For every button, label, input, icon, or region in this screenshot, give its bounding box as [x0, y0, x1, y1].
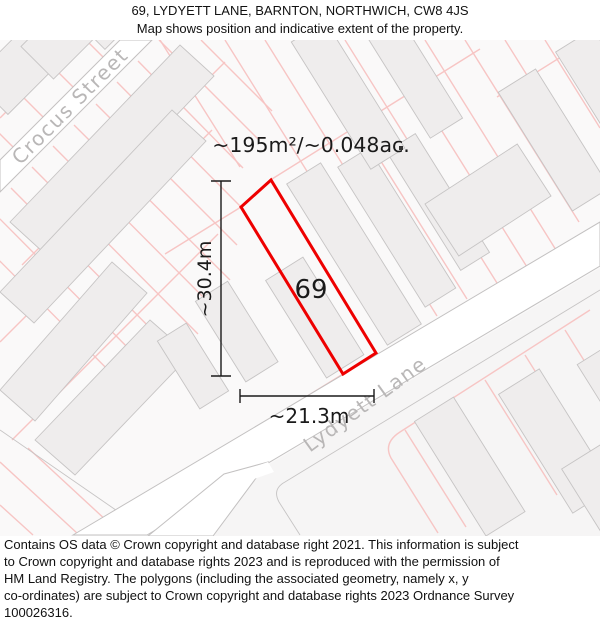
road-junction-patch — [225, 462, 274, 487]
road-crocus-street — [0, 39, 154, 193]
footer-line: Contains OS data © Crown copyright and d… — [4, 537, 519, 552]
survey-point-marker — [399, 146, 403, 150]
page-subtitle: Map shows position and indicative extent… — [136, 21, 464, 36]
width-dimension-line — [239, 389, 375, 403]
width-dimension-label: ~21.3m — [269, 404, 350, 428]
property-outline — [239, 177, 379, 377]
height-dimension-label: ~30.4m — [194, 241, 216, 318]
plot-number-label: 69 — [294, 275, 327, 305]
height-dimension-line — [211, 180, 231, 377]
header: 69, LYDYETT LANE, BARNTON, NORTHWICH, CW… — [0, 2, 600, 38]
page-title: 69, LYDYETT LANE, BARNTON, NORTHWICH, CW… — [131, 3, 469, 18]
map-svg: Crocus Street Lydyett Lane 69 ~195m²/~0.… — [0, 0, 600, 546]
roads — [0, 39, 600, 537]
area-label: ~195m²/~0.048ac. — [212, 133, 410, 157]
footer-line: HM Land Registry. The polygons (includin… — [4, 571, 469, 586]
footer-line: co-ordinates) are subject to Crown copyr… — [4, 588, 515, 603]
footer-line: to Crown copyright and database rights 2… — [4, 554, 500, 569]
footer-line: 100026316. — [4, 605, 73, 620]
copyright-footer: Contains OS data © Crown copyright and d… — [4, 536, 596, 621]
map-canvas: Crocus Street Lydyett Lane 69 ~195m²/~0.… — [0, 0, 600, 546]
road-lydyett-lane — [71, 221, 600, 536]
